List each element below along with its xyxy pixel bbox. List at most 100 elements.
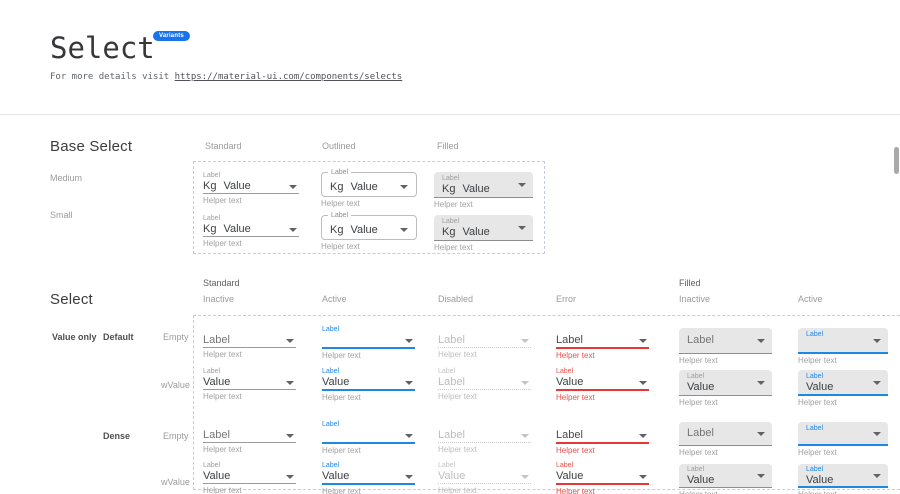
std-active-empty-select[interactable]: Label Helper text: [322, 326, 415, 360]
select-placeholder-label: Label: [556, 429, 583, 441]
filled-dense-active-wvalue-select[interactable]: Label Value Helper text: [798, 464, 888, 494]
select-label: Label: [438, 368, 456, 375]
col-header-filled: Filled: [437, 141, 459, 151]
select-label: Label: [806, 373, 824, 380]
caret-down-icon: [521, 475, 529, 479]
std-dense-active-wvalue-select[interactable]: Label Value Helper text: [322, 462, 415, 494]
select-placeholder-label: Label: [687, 427, 714, 439]
select-placeholder-label: Label: [687, 334, 714, 346]
helper-text: Helper text: [679, 356, 718, 365]
base-select-heading: Base Select: [50, 138, 133, 155]
select-label: Label: [203, 172, 221, 179]
filled-dense-inactive-wvalue-select[interactable]: Label Value Helper text: [679, 464, 772, 494]
std-dense-error-wvalue-select[interactable]: Label Value Helper text: [556, 462, 649, 494]
filled-dense-active-empty-select[interactable]: Label Helper text: [798, 422, 888, 457]
helper-text: Helper text: [438, 445, 477, 454]
std-inactive-empty-select[interactable]: Label Helper text: [203, 326, 296, 359]
filled-dense-inactive-empty-select[interactable]: Label Helper text: [679, 422, 772, 457]
helper-text: Helper text: [438, 392, 477, 401]
select-label: Label: [556, 368, 574, 375]
material-ui-link[interactable]: https://material-ui.com/components/selec…: [174, 72, 403, 82]
select-value: Value: [687, 474, 715, 486]
select-label: Label: [806, 466, 824, 473]
caret-down-icon: [286, 339, 294, 343]
filled-active-empty-select[interactable]: Label Helper text: [798, 328, 888, 365]
base-outlined-small-select[interactable]: Label Kg Value: [321, 212, 417, 240]
std-dense-inactive-empty-select[interactable]: Label Helper text: [203, 421, 296, 454]
std-disabled-wvalue-select: Label Label Helper text: [438, 368, 531, 401]
select-placeholder-label: Label: [556, 334, 583, 346]
std-dense-active-empty-select[interactable]: Label Helper text: [322, 421, 415, 455]
select-label: Label: [806, 425, 824, 432]
helper-text: Helper text: [322, 351, 361, 360]
caret-down-icon: [518, 183, 526, 187]
select-placeholder-label: Label: [203, 334, 230, 346]
caret-down-icon: [289, 228, 297, 232]
helper-text: Helper text: [321, 242, 360, 251]
base-filled-small-select[interactable]: Label Kg Value Helper text: [434, 215, 533, 252]
caret-down-icon: [873, 339, 881, 343]
col-header-outlined: Outlined: [322, 141, 356, 151]
select-states-bounds: [193, 315, 900, 490]
caret-down-icon: [286, 475, 294, 479]
select-value: Value: [223, 223, 251, 235]
select-value: Label: [438, 376, 465, 388]
caret-down-icon: [757, 381, 765, 385]
helper-text: Helper text: [434, 243, 473, 252]
filled-inactive-wvalue-select[interactable]: Label Value Helper text: [679, 370, 772, 407]
select-value: Value: [322, 470, 350, 482]
select-adornment: Kg: [442, 226, 456, 238]
caret-down-icon: [518, 226, 526, 230]
select-label: Label: [442, 218, 460, 225]
caret-down-icon: [757, 474, 765, 478]
filled-active-wvalue-select[interactable]: Label Value Helper text: [798, 370, 888, 407]
helper-text: Helper text: [322, 393, 361, 402]
select-adornment: Kg: [203, 180, 217, 192]
group-header-filled: Filled: [679, 278, 701, 288]
select-value: Value: [223, 180, 251, 192]
base-filled-medium-select[interactable]: Label Kg Value Helper text: [434, 172, 533, 209]
subtitle-text: For more details visit: [50, 72, 175, 82]
caret-down-icon: [639, 475, 647, 479]
base-standard-medium-select[interactable]: Label Kg Value Helper text: [203, 172, 299, 205]
subtitle: For more details visit https://material-…: [50, 72, 402, 82]
state-header-filled-inactive: Inactive: [679, 294, 711, 304]
std-dense-inactive-wvalue-select[interactable]: Label Value Helper text: [203, 462, 296, 494]
helper-text: Helper text: [556, 446, 595, 455]
state-header-disabled: Disabled: [438, 294, 474, 304]
caret-down-icon: [286, 381, 294, 385]
select-states-heading: Select: [50, 291, 93, 308]
caret-down-icon: [405, 475, 413, 479]
std-active-wvalue-select[interactable]: Label Value Helper text: [322, 368, 415, 402]
std-error-wvalue-select[interactable]: Label Value Helper text: [556, 368, 649, 402]
caret-down-icon: [405, 339, 413, 343]
std-dense-error-empty-select[interactable]: Label Helper text: [556, 421, 649, 455]
row-header-medium: Medium: [50, 173, 83, 183]
helper-text: Helper text: [556, 487, 595, 494]
select-placeholder-label: Label: [203, 429, 230, 441]
select-adornment: Kg: [330, 224, 344, 236]
caret-down-icon: [289, 185, 297, 189]
helper-text: Helper text: [322, 487, 361, 494]
helper-text: Helper text: [798, 448, 837, 457]
select-label: Label: [203, 462, 221, 469]
select-value: Value: [203, 376, 231, 388]
helper-text: Helper text: [798, 398, 837, 407]
select-adornment: Kg: [442, 183, 456, 195]
group-header-standard: Standard: [203, 278, 240, 288]
filled-inactive-empty-select[interactable]: Label Helper text: [679, 328, 772, 365]
helper-text: Helper text: [679, 448, 718, 457]
std-error-empty-select[interactable]: Label Helper text: [556, 326, 649, 360]
caret-down-icon: [405, 434, 413, 438]
scrollbar-thumb[interactable]: [894, 147, 899, 174]
select-value: Value: [203, 470, 231, 482]
std-inactive-wvalue-select[interactable]: Label Value Helper text: [203, 368, 296, 401]
helper-text: Helper text: [203, 196, 242, 205]
select-placeholder-label: Label: [438, 429, 465, 441]
base-outlined-medium-select[interactable]: Label Kg Value: [321, 169, 417, 197]
helper-text: Helper text: [203, 392, 242, 401]
select-label: Label: [322, 421, 340, 428]
select-label: Label: [442, 175, 460, 182]
helper-text: Helper text: [434, 200, 473, 209]
base-standard-small-select[interactable]: Label Kg Value Helper text: [203, 215, 299, 248]
